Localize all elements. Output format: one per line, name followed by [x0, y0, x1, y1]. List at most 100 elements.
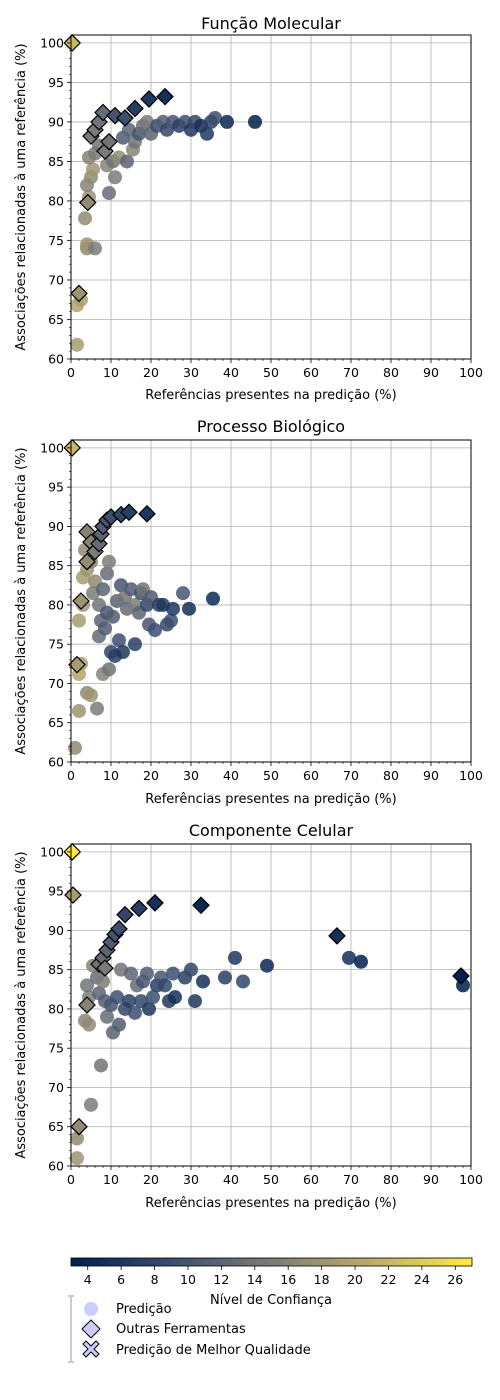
prediction-point	[342, 950, 356, 965]
prediction-point	[70, 1131, 84, 1146]
legend: Predição Outras Ferramentas Predição de …	[68, 1295, 311, 1363]
other-tool-point	[192, 896, 210, 915]
x-tick-label: 40	[223, 1172, 239, 1187]
other-tool-point	[126, 99, 144, 118]
prediction-point	[68, 740, 82, 755]
prediction-point	[90, 701, 104, 716]
prediction-point	[158, 978, 172, 993]
chart-panel-cellular-component: Componente Celular 0 10 20 30 40 50 60 70 80 90 10…	[14, 821, 483, 1211]
colorbar-tick-label: 18	[314, 1272, 330, 1287]
y-tick-label: 75	[48, 637, 64, 652]
legend-label-best-prediction: Predição de Melhor Qualidade	[116, 1343, 311, 1358]
legend-label-other-tools: Outras Ferramentas	[116, 1322, 246, 1337]
prediction-point	[354, 954, 368, 969]
colorbar-tick-label: 26	[447, 1272, 463, 1287]
y-tick-label: 65	[48, 312, 64, 327]
x-tick-label: 100	[459, 1172, 483, 1187]
y-tick-label: 85	[48, 962, 64, 977]
prediction-point	[96, 582, 110, 597]
other-tool-point	[72, 592, 90, 610]
prediction-point	[70, 337, 84, 352]
x-tick-label: 30	[183, 768, 199, 783]
other-tool-point	[146, 894, 164, 912]
other-tool-point	[116, 109, 134, 127]
prediction-point	[218, 970, 232, 985]
prediction-point	[116, 645, 130, 660]
prediction-point	[80, 978, 94, 993]
prediction-point	[166, 601, 180, 616]
prediction-point	[124, 966, 138, 981]
colorbar-tick-label: 6	[117, 1272, 125, 1287]
x-tick-label: 10	[103, 1172, 119, 1187]
other-tool-point	[63, 843, 82, 861]
chart-title: Componente Celular	[189, 821, 354, 840]
x-tick-label: 10	[103, 768, 119, 783]
y-axis-label: Associações relacionadas à uma referênci…	[14, 851, 29, 1158]
prediction-point	[188, 994, 202, 1009]
colorbar-tick-label: 24	[414, 1272, 430, 1287]
x-axis-label: Referências presentes na predição (%)	[145, 1196, 396, 1211]
other-tool-point	[70, 1117, 88, 1136]
other-tool-point	[100, 132, 118, 151]
prediction-point	[72, 703, 86, 718]
colorbar-gradient	[70, 1257, 473, 1267]
y-tick-label: 65	[48, 715, 64, 730]
prediction-point	[112, 1017, 126, 1032]
prediction-point	[248, 114, 262, 129]
other-tool-point	[156, 87, 174, 106]
axis-ticks: 0 10 20 30 40 50 60 70 80 90 100 60 65 70 75 80 85 90 95 10…	[40, 844, 483, 1187]
y-axis-label: Associações relacionadas à uma referênci…	[14, 43, 29, 350]
x-tick-label: 100	[459, 768, 483, 783]
colorbar-tick-label: 8	[151, 1272, 159, 1287]
legend-circle-marker	[84, 1302, 98, 1316]
prediction-point	[220, 114, 234, 129]
x-tick-label: 90	[423, 768, 439, 783]
chart-panel-molecular-function: Função Molecular 0 10 20 30 40 50 60 70 80 90 100 6…	[14, 14, 483, 403]
y-tick-label: 65	[48, 1119, 64, 1134]
chart-panel-biological-process: Processo Biológico 0 10 20 30 40 50 60 70 80 90 10…	[14, 417, 483, 807]
prediction-point	[128, 1005, 142, 1020]
prediction-point	[106, 609, 120, 624]
y-tick-label: 75	[48, 233, 64, 248]
prediction-point	[100, 566, 114, 581]
x-tick-label: 80	[383, 768, 399, 783]
prediction-point	[142, 1001, 156, 1016]
other-tool-point	[140, 90, 158, 108]
prediction-point	[148, 623, 162, 638]
prediction-point	[128, 637, 142, 652]
x-tick-label: 70	[343, 365, 359, 380]
data-points	[63, 843, 470, 1166]
y-tick-label: 90	[48, 923, 64, 938]
prediction-point	[70, 1151, 84, 1166]
other-tool-point	[70, 284, 88, 303]
x-tick-label: 100	[459, 365, 483, 380]
prediction-point	[166, 966, 180, 981]
x-tick-label: 10	[103, 365, 119, 380]
prediction-point	[96, 974, 110, 989]
prediction-point	[228, 950, 242, 965]
prediction-point	[110, 990, 124, 1005]
y-tick-label: 80	[48, 597, 64, 612]
y-tick-label: 95	[48, 884, 64, 899]
prediction-point	[84, 1097, 98, 1112]
x-tick-label: 90	[423, 1172, 439, 1187]
other-tool-point	[78, 193, 97, 212]
chart-title: Função Molecular	[201, 14, 341, 33]
prediction-point	[120, 154, 134, 169]
y-tick-label: 60	[48, 352, 64, 367]
prediction-point	[88, 241, 102, 256]
prediction-point	[164, 613, 178, 628]
y-tick-label: 60	[48, 755, 64, 770]
other-tool-point	[68, 655, 86, 674]
x-tick-label: 50	[263, 768, 279, 783]
prediction-point	[102, 662, 116, 677]
colorbar-tick-label: 10	[180, 1272, 196, 1287]
y-tick-label: 90	[48, 519, 64, 534]
other-tool-point	[120, 503, 138, 522]
x-tick-label: 0	[67, 768, 75, 783]
colorbar-tick-label: 14	[247, 1272, 263, 1287]
prediction-point	[98, 621, 112, 636]
colorbar-tick-label: 4	[84, 1272, 92, 1287]
legend-diamond-marker	[81, 1319, 101, 1339]
x-tick-label: 70	[343, 768, 359, 783]
